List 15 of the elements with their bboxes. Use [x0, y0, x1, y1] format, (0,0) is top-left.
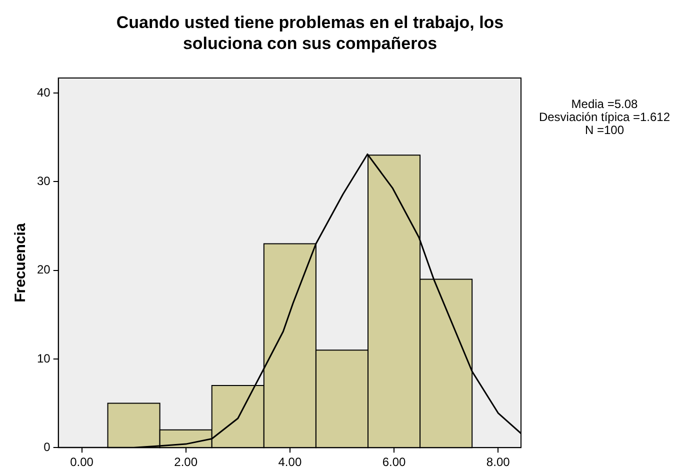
y-tick-label: 0 — [44, 440, 51, 454]
text: Desviación típica =1.612 — [538, 110, 672, 124]
y-tick-label: 30 — [36, 174, 51, 188]
x-tick-label: 4.00 — [278, 455, 302, 470]
text: Media =5.08 — [570, 97, 639, 111]
x-tick-label: 6.00 — [382, 455, 406, 470]
text: N =100 — [584, 123, 624, 137]
x-tick-label: 2.00 — [174, 455, 198, 470]
x-tick-label: 8.00 — [486, 455, 510, 470]
y-tick-label: 40 — [36, 85, 51, 100]
y-axis-title: Frecuencia — [12, 222, 30, 302]
chart-title: Cuando usted tiene problemas en el trabajo, los soluciona con sus compañeros — [115, 12, 505, 54]
y-tick-label: 20 — [36, 262, 51, 277]
y-tick-label: 10 — [36, 351, 51, 366]
x-tick-label: 0.00 — [70, 455, 94, 470]
